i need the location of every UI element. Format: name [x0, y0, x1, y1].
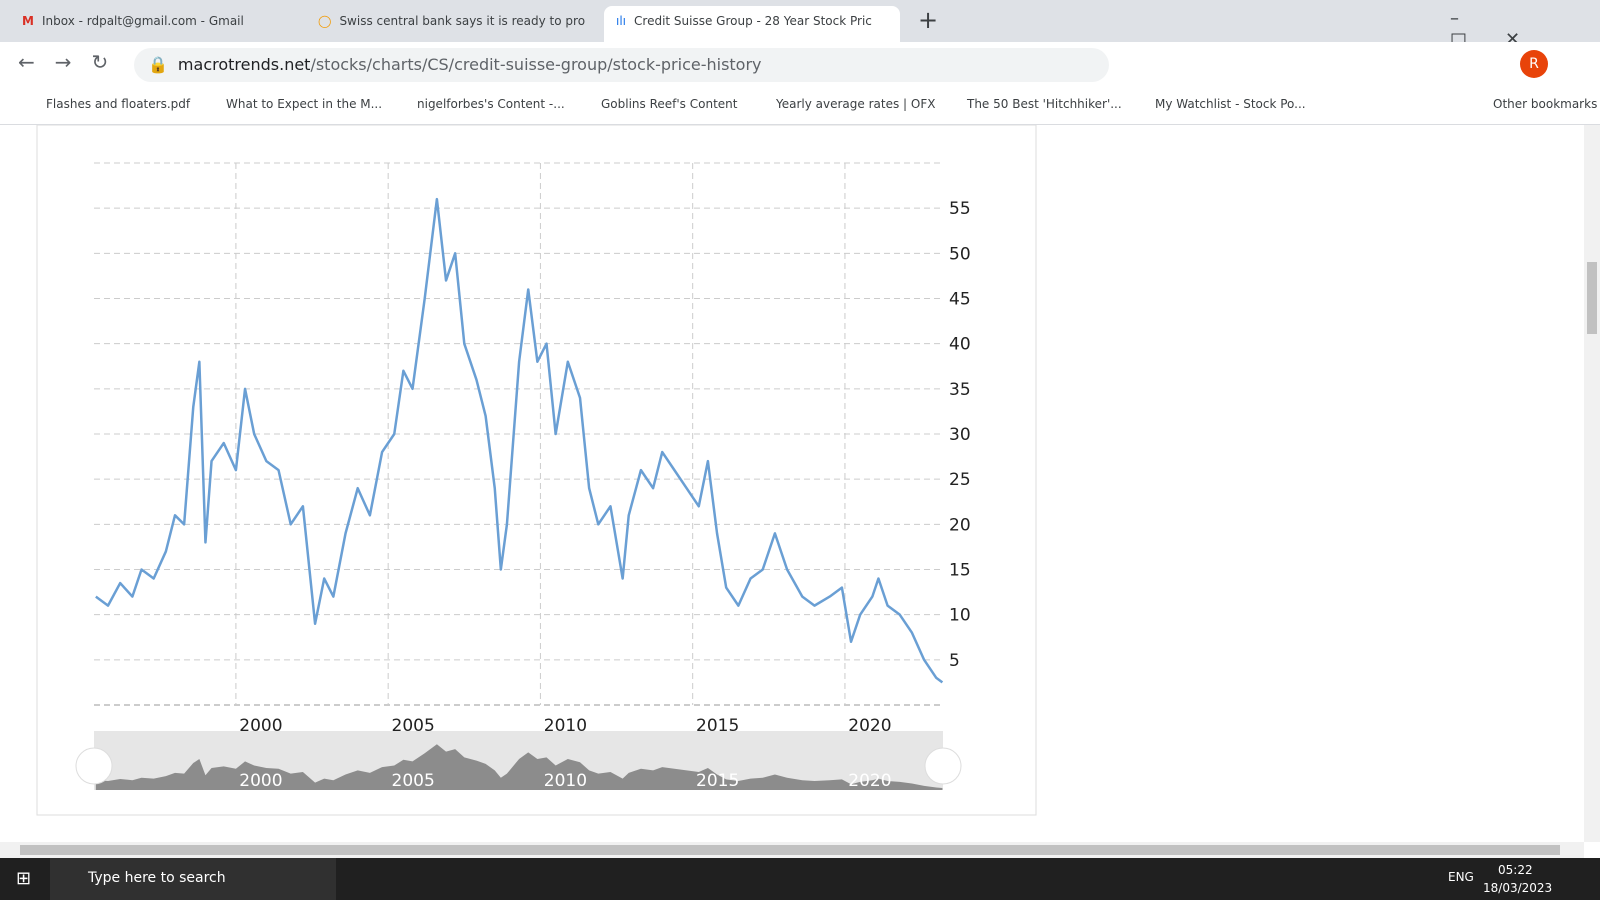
y-tick-label: 50 — [949, 244, 971, 264]
tab[interactable]: M Inbox - rdpalt@gmail.com - Gmail — [22, 14, 244, 28]
navigator-label: 2005 — [392, 771, 435, 791]
y-tick-label: 30 — [949, 425, 971, 445]
bookmark[interactable]: nigelforbes's Content -... — [417, 97, 565, 111]
profile[interactable]: R — [1520, 50, 1548, 78]
nav-buttons[interactable]: ←→↻ — [18, 50, 129, 74]
scroll-thumb[interactable] — [1587, 262, 1597, 334]
navigator-handle[interactable] — [75, 747, 113, 785]
y-tick-label: 25 — [949, 470, 971, 490]
new-tab[interactable]: + — [918, 6, 939, 34]
tab-bar: M Inbox - rdpalt@gmail.com - Gmail ◯ Swiss… — [0, 0, 1600, 50]
navigator-label: 2020 — [848, 771, 891, 791]
navigator-label: 2000 — [239, 771, 282, 791]
navigator-area — [95, 744, 943, 790]
y-tick-label: 5 — [949, 651, 960, 671]
toolbar: ←→↻ 🔒 macrotrends.net/stocks/charts/CS/cr… — [0, 42, 1600, 86]
start[interactable]: ⊞ — [16, 868, 32, 889]
price-line — [95, 197, 944, 684]
url-host: macrotrends.net — [177, 55, 311, 74]
bookmark[interactable]: The 50 Best 'Hitchhiker'... — [967, 97, 1122, 111]
tab-active[interactable]: ılı Credit Suisse Group - 28 Year Stock P… — [604, 6, 900, 42]
language: ENG — [1448, 870, 1474, 884]
navigator-label: 2010 — [544, 771, 587, 791]
chart-card — [36, 125, 1037, 816]
bookmarks-bar: Flashes and floaters.pdf What to Expect … — [0, 86, 1600, 125]
content: 5 10 15 20 25 30 35 40 45 50 55 2000 2005 2010 2015 202… — [0, 125, 1600, 858]
y-tick-label: 45 — [949, 290, 971, 310]
y-tick-label: 35 — [949, 380, 971, 400]
y-tick-label: 40 — [949, 335, 971, 355]
bookmark[interactable]: Flashes and floaters.pdf — [46, 97, 191, 111]
bookmark[interactable]: What to Expect in the M... — [226, 97, 383, 111]
bookmark[interactable]: Goblins Reef's Content — [601, 97, 738, 111]
taskbar: ⊞ Type here to search ENG 05:22 18/03/20… — [0, 858, 1600, 900]
address-bar[interactable]: 🔒 macrotrends.net/stocks/charts/CS/credit… — [134, 48, 1109, 82]
search-box[interactable]: Type here to search — [50, 858, 336, 900]
navigator-label: 2015 — [696, 771, 739, 791]
scrollbar[interactable] — [1584, 125, 1600, 842]
y-tick-label: 20 — [949, 515, 971, 535]
search-text: Type here to search — [88, 870, 226, 886]
bookmark[interactable]: My Watchlist - Stock Po... — [1155, 97, 1306, 111]
tab-title: Inbox - rdpalt@gmail.com - Gmail — [41, 14, 244, 28]
y-tick-label: 15 — [949, 561, 971, 581]
date: 18/03/2023 — [1483, 881, 1553, 895]
bookmark[interactable]: Yearly average rates | OFX — [776, 97, 936, 111]
y-tick-label: 10 — [949, 606, 971, 626]
tab-title: Credit Suisse Group - 28 Year Stock Pric — [634, 14, 872, 28]
time: 05:22 — [1498, 863, 1533, 877]
tab[interactable]: ◯ Swiss central bank says it is ready to … — [318, 14, 586, 28]
tab-title: Swiss central bank says it is ready to p… — [339, 14, 586, 28]
h-scroll-thumb[interactable] — [20, 845, 1560, 855]
y-tick-label: 55 — [949, 199, 971, 219]
url-path: /stocks/charts/CS/credit-suisse-group/st… — [310, 55, 762, 74]
bookmark-folder[interactable]: Other bookmarks — [1493, 97, 1598, 111]
navigator-handle[interactable] — [924, 747, 962, 785]
